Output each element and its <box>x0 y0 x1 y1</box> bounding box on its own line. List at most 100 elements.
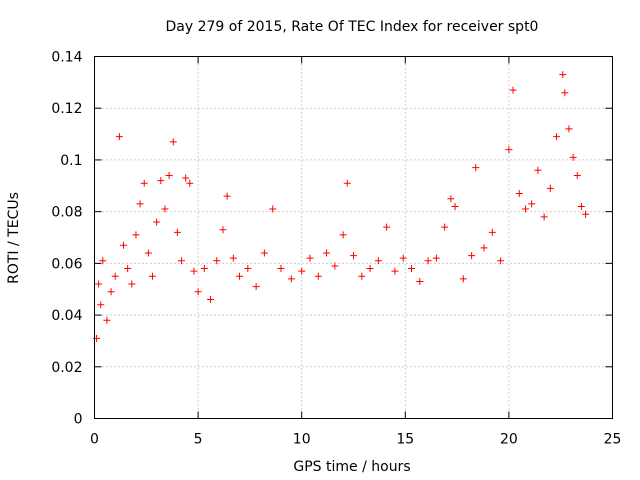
data-point <box>497 257 505 265</box>
data-point <box>573 171 581 179</box>
data-point <box>323 249 331 257</box>
x-tick-label: 20 <box>500 432 518 448</box>
data-point <box>140 179 148 187</box>
data-point <box>115 133 123 141</box>
y-tick-label: 0.04 <box>51 308 82 324</box>
data-point <box>132 231 140 239</box>
data-point <box>169 138 177 146</box>
x-tick-label: 25 <box>604 432 622 448</box>
data-point <box>95 280 103 288</box>
data-point <box>350 252 357 260</box>
data-point <box>260 249 268 257</box>
data-marks <box>93 71 590 342</box>
data-point <box>416 277 424 285</box>
x-axis-label: GPS time / hours <box>293 459 410 475</box>
data-point <box>99 257 107 265</box>
data-point <box>157 177 165 185</box>
data-point <box>559 71 567 79</box>
data-point <box>223 192 231 200</box>
data-point <box>515 190 523 198</box>
data-point <box>124 265 132 273</box>
data-point <box>97 301 105 309</box>
y-tick-label: 0.06 <box>51 256 82 272</box>
data-point <box>178 257 186 265</box>
data-point <box>107 288 115 296</box>
data-point <box>374 257 382 265</box>
data-point <box>505 146 513 154</box>
data-point <box>432 254 440 262</box>
x-tick-label: 10 <box>293 432 311 448</box>
data-point <box>153 218 161 226</box>
data-point <box>306 254 314 262</box>
y-tick-label: 0 <box>74 412 83 428</box>
data-point <box>229 254 237 262</box>
data-point <box>399 254 407 262</box>
y-axis-label: ROTI / TECUs <box>6 192 22 284</box>
data-point <box>128 280 136 288</box>
data-point <box>136 200 144 208</box>
data-point <box>219 226 227 234</box>
data-point <box>200 265 208 273</box>
data-point <box>213 257 221 265</box>
data-point <box>120 241 128 249</box>
data-point <box>343 179 351 187</box>
data-point <box>103 316 111 324</box>
data-point <box>582 210 590 218</box>
data-point <box>424 257 432 265</box>
data-point <box>451 202 459 210</box>
data-point <box>149 272 157 280</box>
data-point <box>366 265 374 273</box>
y-tick-label: 0.1 <box>60 153 82 169</box>
data-point <box>569 153 577 161</box>
data-point <box>441 223 449 231</box>
x-tick-label: 0 <box>90 432 99 448</box>
data-point <box>459 275 467 283</box>
axes: 0 0.02 0.04 0.06 0.08 0.1 0.12 0.14 0 5 10 15 20 25 <box>51 50 621 448</box>
data-point <box>277 265 285 273</box>
data-point <box>186 179 194 187</box>
data-point <box>161 205 169 213</box>
data-point <box>165 171 173 179</box>
data-point <box>391 267 399 275</box>
data-point <box>447 195 455 203</box>
data-point <box>252 283 260 291</box>
data-point <box>528 200 536 208</box>
data-point <box>509 86 517 94</box>
data-point <box>472 164 480 172</box>
data-point <box>488 228 496 236</box>
data-point <box>182 174 190 182</box>
data-point <box>408 265 416 273</box>
data-point <box>561 89 569 97</box>
data-point <box>269 205 277 213</box>
data-point <box>244 265 252 273</box>
y-tick-label: 0.08 <box>51 205 82 221</box>
data-point <box>468 252 476 260</box>
data-point <box>383 223 391 231</box>
grid <box>94 56 613 419</box>
data-point <box>565 125 573 133</box>
data-point <box>287 275 295 283</box>
x-tick-label: 15 <box>396 432 414 448</box>
data-point <box>111 272 119 280</box>
data-point <box>546 184 554 192</box>
data-point <box>207 296 215 304</box>
data-point <box>339 231 347 239</box>
data-point <box>577 202 585 210</box>
data-point <box>358 272 366 280</box>
data-point <box>480 244 488 252</box>
data-point <box>534 166 542 174</box>
x-tick-label: 5 <box>194 432 203 448</box>
data-point <box>314 272 322 280</box>
y-tick-label: 0.02 <box>51 360 82 376</box>
data-point <box>236 272 244 280</box>
y-tick-label: 0.12 <box>51 101 82 117</box>
chart-title: Day 279 of 2015, Rate Of TEC Index for r… <box>166 19 539 35</box>
y-tick-label: 0.14 <box>51 50 82 66</box>
data-point <box>173 228 181 236</box>
data-point <box>194 288 202 296</box>
data-point <box>331 262 339 270</box>
data-point <box>190 267 198 275</box>
data-point <box>298 267 306 275</box>
plot-frame <box>94 56 613 419</box>
